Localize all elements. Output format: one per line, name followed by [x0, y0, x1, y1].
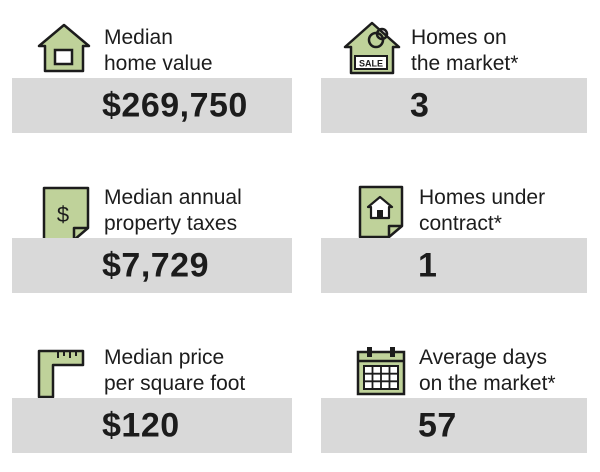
stat-label: Homes on the market*: [411, 25, 518, 77]
label-line: property taxes: [104, 212, 238, 235]
stat-value: 1: [418, 246, 438, 284]
label-line: Average days: [419, 346, 548, 369]
label-line: home value: [104, 52, 213, 75]
label-line: per square foot: [104, 372, 246, 395]
label-line: Median annual: [104, 186, 242, 209]
value-box: $120: [12, 398, 292, 453]
value-box: $269,750: [12, 78, 292, 133]
contract-document-icon: [357, 184, 405, 240]
house-icon: [36, 22, 92, 74]
dollar-sign: $: [57, 202, 69, 227]
label-line: on the market*: [419, 372, 556, 395]
sale-tag-house-icon: SALE: [342, 20, 402, 76]
stat-value: $7,729: [102, 246, 209, 284]
stat-label: Median price per square foot: [104, 345, 245, 397]
tax-document-icon: $: [41, 185, 91, 243]
label-line: Median price: [104, 346, 225, 369]
stat-label: Median home value: [104, 25, 213, 77]
value-box: 3: [321, 78, 587, 133]
label-line: contract*: [419, 212, 502, 235]
ruler-square-icon: [36, 348, 86, 400]
label-line: the market*: [411, 52, 519, 75]
stat-value: 57: [418, 406, 457, 444]
stat-value: $269,750: [102, 86, 248, 124]
stat-value: $120: [102, 406, 180, 444]
stat-value: 3: [410, 86, 430, 124]
value-box: 57: [321, 398, 587, 453]
stat-label: Homes under contract*: [419, 185, 545, 237]
stat-label: Average days on the market*: [419, 345, 556, 397]
label-line: Homes on: [411, 26, 507, 49]
label-line: Median: [104, 26, 173, 49]
label-line: Homes under: [419, 186, 546, 209]
value-box: $7,729: [12, 238, 292, 293]
sale-text: SALE: [359, 59, 383, 69]
calendar-icon: [355, 345, 407, 397]
value-box: 1: [321, 238, 587, 293]
stat-label: Median annual property taxes: [104, 185, 242, 237]
